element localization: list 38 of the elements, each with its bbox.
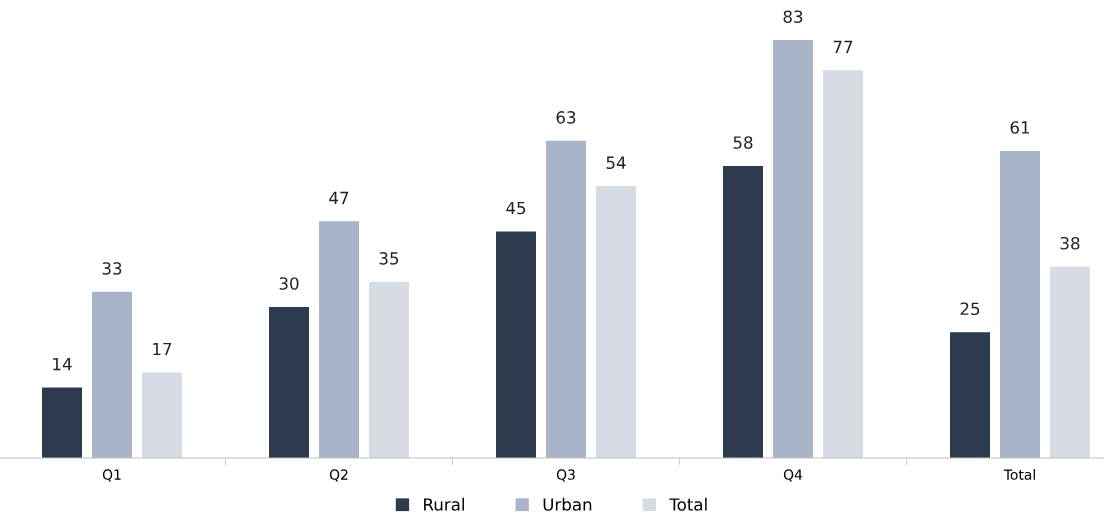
data-label: 38 bbox=[1060, 236, 1080, 250]
bar bbox=[496, 231, 536, 458]
bar bbox=[546, 140, 586, 458]
legend-label: Urban bbox=[543, 497, 592, 511]
data-label: 45 bbox=[506, 201, 526, 215]
data-label: 54 bbox=[606, 156, 626, 170]
data-label: 14 bbox=[53, 358, 72, 371]
data-label: 30 bbox=[279, 277, 299, 290]
data-label: 63 bbox=[556, 111, 576, 124]
x-tick-label: Q3 bbox=[556, 469, 575, 482]
bar bbox=[269, 306, 309, 458]
data-label: 25 bbox=[960, 302, 980, 316]
data-label: 58 bbox=[733, 136, 753, 149]
legend-label: Rural bbox=[424, 497, 464, 511]
bar bbox=[723, 165, 763, 458]
data-label: 61 bbox=[1010, 121, 1030, 134]
x-tick-label: Q2 bbox=[329, 469, 348, 482]
bar bbox=[42, 387, 82, 458]
x-tick-label: Q1 bbox=[102, 469, 121, 482]
data-label: 17 bbox=[153, 342, 172, 356]
bar bbox=[369, 281, 409, 458]
bar bbox=[950, 332, 990, 458]
bar bbox=[1050, 266, 1090, 458]
bar bbox=[773, 40, 813, 458]
data-label: 77 bbox=[833, 40, 853, 53]
bar bbox=[596, 186, 636, 458]
data-label: 35 bbox=[379, 252, 399, 265]
bar bbox=[142, 372, 182, 458]
legend-label: Total bbox=[669, 497, 707, 511]
x-tick-label: Q4 bbox=[783, 469, 803, 482]
bar bbox=[823, 70, 863, 458]
bar bbox=[1000, 150, 1040, 458]
x-tick-label: Total bbox=[1003, 469, 1035, 480]
bar bbox=[92, 291, 132, 458]
bar bbox=[319, 221, 359, 458]
data-label: 83 bbox=[783, 10, 803, 23]
data-label: 33 bbox=[102, 262, 122, 275]
data-label: 47 bbox=[329, 191, 349, 205]
